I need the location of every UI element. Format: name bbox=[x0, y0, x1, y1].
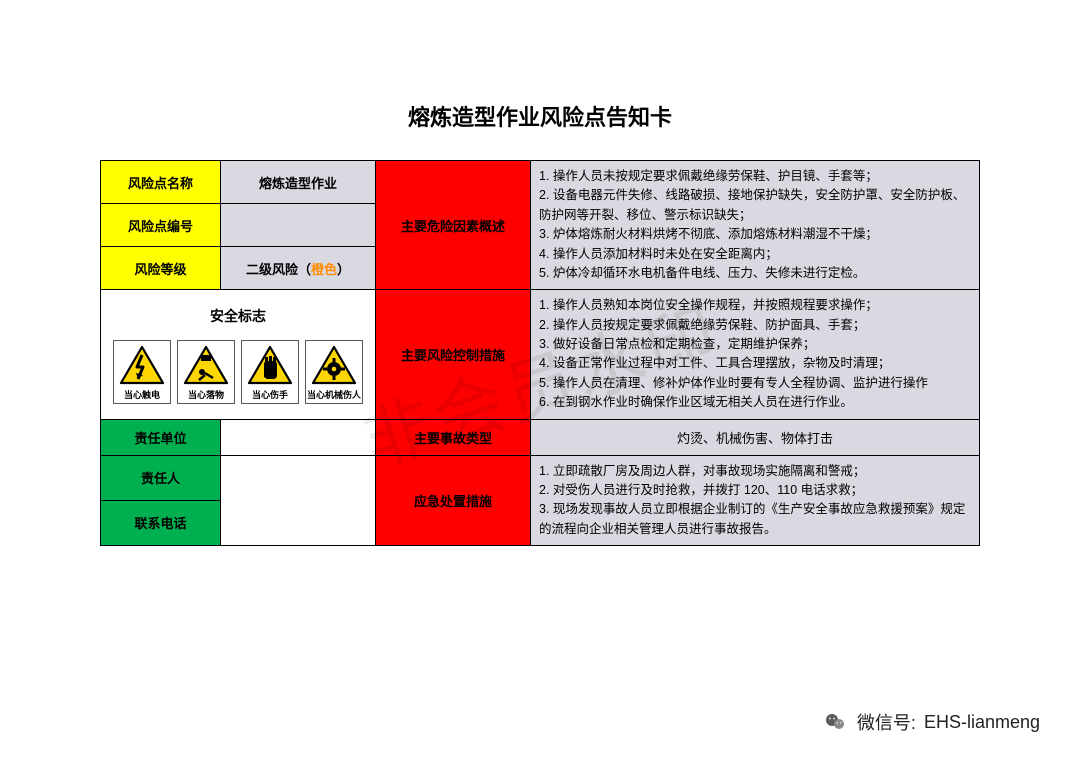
hazard-description: 1. 操作人员未按规定要求佩戴绝缘劳保鞋、护目镜、手套等；2. 设备电器元件失修… bbox=[531, 161, 980, 290]
footer-label: 微信号: bbox=[857, 709, 916, 735]
accident-types: 灼烫、机械伤害、物体打击 bbox=[531, 419, 980, 455]
label-resp-unit: 责任单位 bbox=[101, 419, 221, 455]
warning-sign-label: 当心机械伤人 bbox=[307, 388, 361, 401]
value-resp-unit bbox=[221, 419, 376, 455]
risk-level-pre: 二级风险（ bbox=[246, 262, 311, 277]
label-contact: 联系电话 bbox=[101, 500, 221, 545]
footer: 微信号: EHS-lianmeng bbox=[823, 709, 1040, 735]
label-risk-code: 风险点编号 bbox=[101, 204, 221, 247]
risk-level-post: ） bbox=[337, 262, 350, 277]
control-description: 1. 操作人员熟知本岗位安全操作规程，并按照规程要求操作；2. 操作人员按规定要… bbox=[531, 290, 980, 419]
warning-sign: 当心机械伤人 bbox=[305, 340, 363, 404]
value-risk-name: 熔炼造型作业 bbox=[221, 161, 376, 204]
risk-card-table: 风险点名称 熔炼造型作业 主要危险因素概述 1. 操作人员未按规定要求佩戴绝缘劳… bbox=[100, 160, 980, 546]
value-risk-code bbox=[221, 204, 376, 247]
warning-sign: 当心落物 bbox=[177, 340, 235, 404]
risk-level-color: 橙色 bbox=[311, 262, 337, 277]
warning-sign-label: 当心落物 bbox=[188, 388, 224, 401]
header-accident: 主要事故类型 bbox=[376, 419, 531, 455]
header-hazard: 主要危险因素概述 bbox=[376, 161, 531, 290]
safety-signs-title: 安全标志 bbox=[109, 306, 367, 326]
value-resp-person bbox=[221, 455, 376, 546]
label-risk-name: 风险点名称 bbox=[101, 161, 221, 204]
warning-sign: 当心伤手 bbox=[241, 340, 299, 404]
footer-id: EHS-lianmeng bbox=[924, 712, 1040, 733]
header-control: 主要风险控制措施 bbox=[376, 290, 531, 419]
warning-sign-label: 当心触电 bbox=[124, 388, 160, 401]
page-title: 熔炼造型作业风险点告知卡 bbox=[100, 100, 980, 132]
label-resp-person: 责任人 bbox=[101, 455, 221, 500]
warning-sign-label: 当心伤手 bbox=[252, 388, 288, 401]
safety-signs-cell: 安全标志 当心触电 当心落物 当心伤手 当心机械伤人 bbox=[101, 290, 376, 419]
wechat-icon bbox=[823, 709, 849, 735]
emergency-description: 1. 立即疏散厂房及周边人群，对事故现场实施隔离和警戒；2. 对受伤人员进行及时… bbox=[531, 455, 980, 546]
header-emergency: 应急处置措施 bbox=[376, 455, 531, 546]
label-risk-level: 风险等级 bbox=[101, 247, 221, 290]
warning-sign: 当心触电 bbox=[113, 340, 171, 404]
value-risk-level: 二级风险（橙色） bbox=[221, 247, 376, 290]
